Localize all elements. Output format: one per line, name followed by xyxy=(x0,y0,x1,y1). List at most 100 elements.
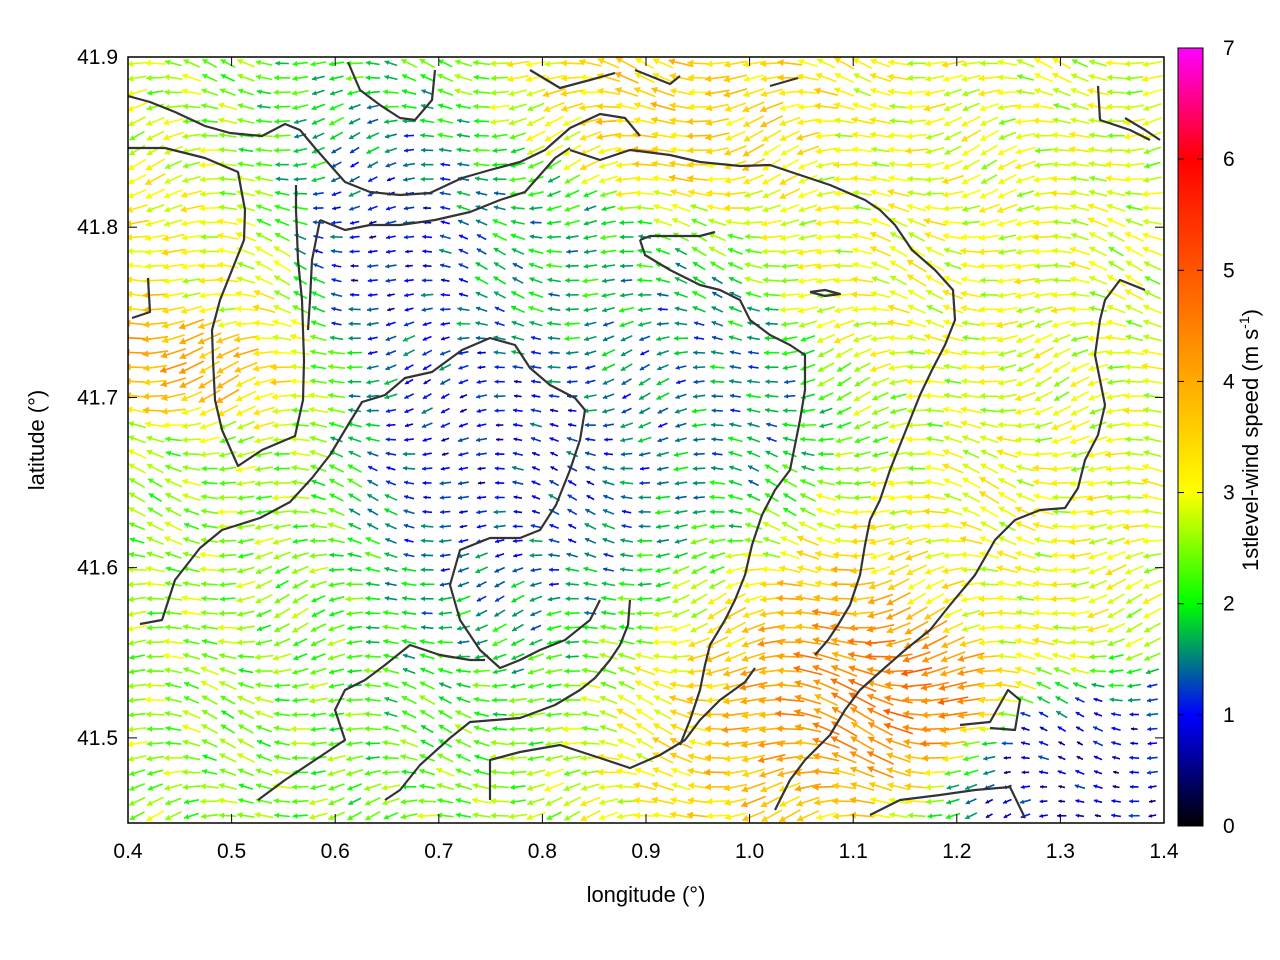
wind-arrow-head xyxy=(219,738,226,745)
wind-arrow xyxy=(778,809,801,823)
wind-arrow xyxy=(616,813,637,820)
wind-arrow xyxy=(964,812,978,820)
wind-arrow xyxy=(1076,755,1084,761)
wind-arrow xyxy=(1148,813,1157,818)
wind-arrow-head xyxy=(636,738,643,745)
wind-arrow xyxy=(598,739,619,747)
wind-arrow-head xyxy=(688,738,696,746)
wind-arrow xyxy=(1129,770,1139,775)
wind-arrow-head xyxy=(509,798,515,805)
wind-arrow-head xyxy=(490,783,497,790)
wind-arrow xyxy=(256,754,272,762)
wind-arrow-head xyxy=(309,799,316,806)
wind-arrow-head xyxy=(436,782,443,789)
wind-arrow xyxy=(273,754,291,761)
wind-arrow-head xyxy=(598,739,606,746)
wind-arrow-head xyxy=(257,739,263,745)
wind-arrow-head xyxy=(850,766,858,774)
wind-arrow-head xyxy=(759,771,767,778)
wind-arrow-head xyxy=(925,798,932,805)
wind-arrow-head xyxy=(963,755,969,762)
wind-arrow-head xyxy=(831,751,839,759)
wind-arrow-head xyxy=(365,755,371,761)
wind-arrow xyxy=(165,740,182,746)
wind-arrow xyxy=(1003,770,1011,775)
wind-arrow-head xyxy=(724,813,732,821)
wind-arrow-head xyxy=(1003,814,1008,818)
wind-arrow-head xyxy=(1038,755,1043,760)
wind-arrow xyxy=(616,783,637,790)
wind-arrow xyxy=(455,812,472,818)
wind-arrow xyxy=(1074,784,1086,790)
wind-arrow xyxy=(616,768,638,776)
wind-arrow-head xyxy=(886,752,894,760)
wind-arrow-head xyxy=(1020,799,1025,804)
wind-arrow xyxy=(723,783,748,792)
wind-arrow-head xyxy=(182,784,188,791)
wind-arrow xyxy=(365,740,381,747)
wind-arrow xyxy=(963,769,979,776)
wind-arrow xyxy=(866,750,895,765)
wind-arrow xyxy=(546,811,562,821)
wind-arrow xyxy=(1003,813,1012,819)
wind-arrow xyxy=(129,811,145,821)
wind-arrow-head xyxy=(1128,813,1133,819)
wind-arrow-head xyxy=(455,782,461,789)
wind-arrow-head xyxy=(563,800,570,807)
wind-arrow xyxy=(830,736,858,751)
wind-arrow-head xyxy=(383,814,390,820)
wind-arrow xyxy=(904,782,929,790)
wind-arrow xyxy=(563,769,581,777)
wind-arrow xyxy=(1019,799,1032,804)
wind-arrow-head xyxy=(1075,769,1080,774)
wind-arrow-head xyxy=(742,814,750,822)
wind-arrow-head xyxy=(546,814,553,820)
wind-arrow xyxy=(200,783,219,790)
wind-arrow-head xyxy=(455,797,462,804)
wind-arrow-head xyxy=(311,770,317,776)
wind-arrow xyxy=(545,796,563,806)
wind-arrow xyxy=(741,754,766,763)
wind-arrow xyxy=(757,753,786,764)
wind-arrow-head xyxy=(473,739,480,746)
wind-arrow xyxy=(669,811,693,819)
wind-arrow xyxy=(962,755,980,762)
wind-arrow xyxy=(849,751,876,765)
wind-arrow-head xyxy=(651,781,659,789)
wind-arrow-head xyxy=(1075,813,1080,818)
wind-arrow-head xyxy=(564,770,570,777)
wind-arrow xyxy=(509,769,527,776)
wind-arrow-head xyxy=(1093,755,1098,760)
wind-arrow xyxy=(365,755,380,761)
wind-arrow xyxy=(383,811,399,820)
wind-arrow-head xyxy=(616,813,623,820)
wind-arrow-head xyxy=(965,785,970,790)
wind-arrow xyxy=(163,769,184,777)
wind-arrow xyxy=(128,740,148,748)
wind-arrow-head xyxy=(965,814,971,820)
wind-arrow-head xyxy=(740,741,748,749)
wind-arrow-head xyxy=(904,782,911,790)
wind-arrow xyxy=(985,798,994,804)
wind-arrow xyxy=(437,753,454,763)
wind-arrow-head xyxy=(1074,784,1079,789)
wind-arrow xyxy=(869,796,891,805)
wind-arrow xyxy=(291,798,309,805)
wind-arrow xyxy=(1021,755,1030,760)
wind-arrow-head xyxy=(237,738,244,745)
wind-arrow-head xyxy=(200,783,206,790)
wind-arrow xyxy=(400,813,418,820)
wind-arrow xyxy=(561,740,583,748)
wind-arrow xyxy=(382,769,400,776)
wind-arrow-head xyxy=(1058,785,1062,789)
wind-arrow-head xyxy=(965,799,971,805)
wind-arrow xyxy=(254,811,274,819)
wind-arrow-head xyxy=(724,798,731,806)
wind-arrow xyxy=(364,810,381,821)
wind-arrow xyxy=(455,768,472,777)
wind-arrow-head xyxy=(147,785,154,791)
wind-arrow xyxy=(473,768,490,776)
wind-arrow xyxy=(1021,770,1030,775)
wind-arrow-head xyxy=(669,811,677,819)
